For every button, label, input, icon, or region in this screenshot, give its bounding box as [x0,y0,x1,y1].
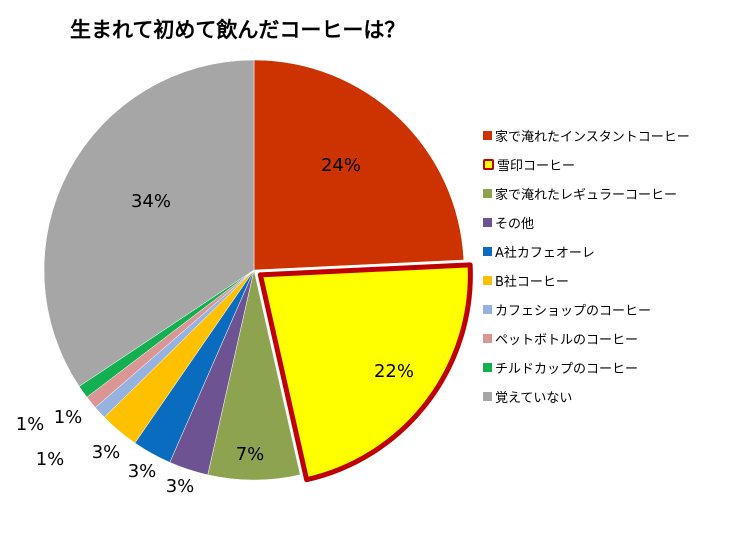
legend-swatch [483,276,492,285]
legend-item: チルドカップのコーヒー [483,353,690,382]
legend-swatch [483,218,492,227]
legend-swatch [483,247,492,256]
chart-legend: 家で淹れたインスタントコーヒー 雪印コーヒー家で淹れたレギュラーコーヒー その他 A社… [483,121,690,411]
slice-value-label: 1% [16,414,45,435]
legend-swatch [483,189,492,198]
legend-item: ペットボトルのコーヒー [483,324,690,353]
legend-label: A社カフェオーレ [495,246,595,261]
legend-label: 家で淹れたインスタントコーヒー [495,130,690,145]
pie-slice [253,59,465,271]
legend-label: 雪印コーヒー [497,159,576,174]
slice-value-label: 1% [36,449,65,470]
slice-value-label: 1% [54,407,83,428]
legend-label: B社コーヒー [495,275,569,290]
legend-item: カフェショップのコーヒー [483,295,690,324]
legend-swatch [483,392,492,401]
pie-slice [257,262,473,483]
slice-value-label: 7% [236,444,265,465]
legend-swatch [483,334,492,343]
legend-item: 家で淹れたレギュラーコーヒー [483,179,690,208]
legend-item: その他 [483,208,690,237]
legend-label: ペットボトルのコーヒー [495,333,639,348]
legend-item: B社コーヒー [483,266,690,295]
legend-item: A社カフェオーレ [483,237,690,266]
slice-value-label: 34% [131,191,171,212]
legend-item: 家で淹れたインスタントコーヒー [483,121,690,150]
legend-item: 雪印コーヒー [483,150,690,179]
legend-label: 家で淹れたレギュラーコーヒー [495,188,678,203]
slice-value-label: 3% [166,476,195,497]
pie-slice [43,59,255,387]
legend-swatch [483,305,492,314]
slice-value-label: 3% [128,461,157,482]
legend-swatch [483,131,492,140]
slice-value-label: 24% [321,155,361,176]
legend-label: 覚えていない [495,391,573,406]
legend-label: チルドカップのコーヒー [495,362,639,377]
slice-value-label: 22% [374,361,414,382]
legend-label: カフェショップのコーヒー [495,304,652,319]
chart-title: 生まれて初めて飲んだコーヒーは？ [70,18,406,42]
legend-swatch [483,363,492,372]
legend-item: 覚えていない [483,382,690,411]
slice-value-label: 3% [92,442,121,463]
legend-label: その他 [495,217,535,232]
legend-swatch [483,159,494,170]
